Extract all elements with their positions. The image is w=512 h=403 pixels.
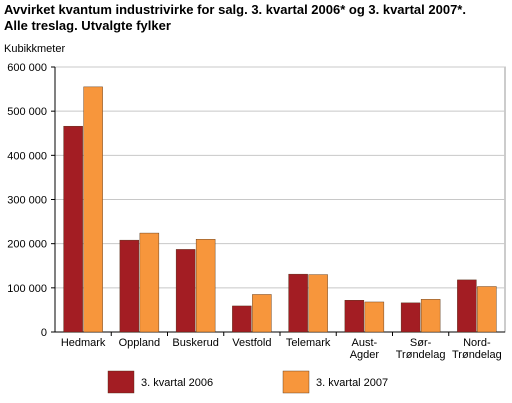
legend-swatch [107,370,135,394]
y-tick-label: 400 000 [7,150,47,162]
bar-2006 [63,125,83,333]
bar-2006 [400,302,421,333]
chart-title-line-2: Alle treslag. Utvalgte fylker [4,18,171,33]
y-tick-label: 500 000 [7,106,47,118]
bar-2007 [477,286,497,333]
bar-2006 [288,273,308,333]
bar-2006 [119,239,140,333]
bar-2006 [457,279,477,333]
category-label: Oppland [119,337,161,349]
y-tick-label: 100 000 [7,283,47,295]
bar-2006 [232,305,252,333]
bar-2007 [420,299,441,333]
y-tick-label: 0 [41,327,47,339]
category-label: Trøndelag [396,349,446,361]
category-label: Trøndelag [452,349,502,361]
legend-swatch [282,370,310,394]
y-tick-label: 300 000 [7,195,47,207]
y-tick-label: 600 000 [7,62,47,74]
chart-title-line-1: Avvirket kvantum industrivirke for salg.… [4,2,466,17]
category-label: Sør- [410,337,432,349]
bar-2007 [364,301,385,333]
chart-title: Avvirket kvantum industrivirke for salg.… [4,2,508,34]
category-label: Hedmark [61,337,106,349]
category-label: Buskerud [172,337,218,349]
category-label: Agder [350,349,380,361]
legend-label: 3. kvartal 2007 [316,377,388,389]
bar-2006 [344,300,365,333]
bar-2007 [252,294,272,333]
y-tick-label: 200 000 [7,239,47,251]
bar-2007 [139,232,160,333]
category-label: Vestfold [232,337,271,349]
bar-2007 [83,86,103,333]
bar-2007 [195,239,216,333]
category-label: Aust- [352,337,378,349]
category-label: Nord- [463,337,491,349]
y-axis-label: Kubikkmeter [4,43,65,55]
bar-2006 [175,249,196,333]
category-label: Telemark [286,337,331,349]
bar-2007 [308,274,328,333]
legend-label: 3. kvartal 2006 [141,377,213,389]
